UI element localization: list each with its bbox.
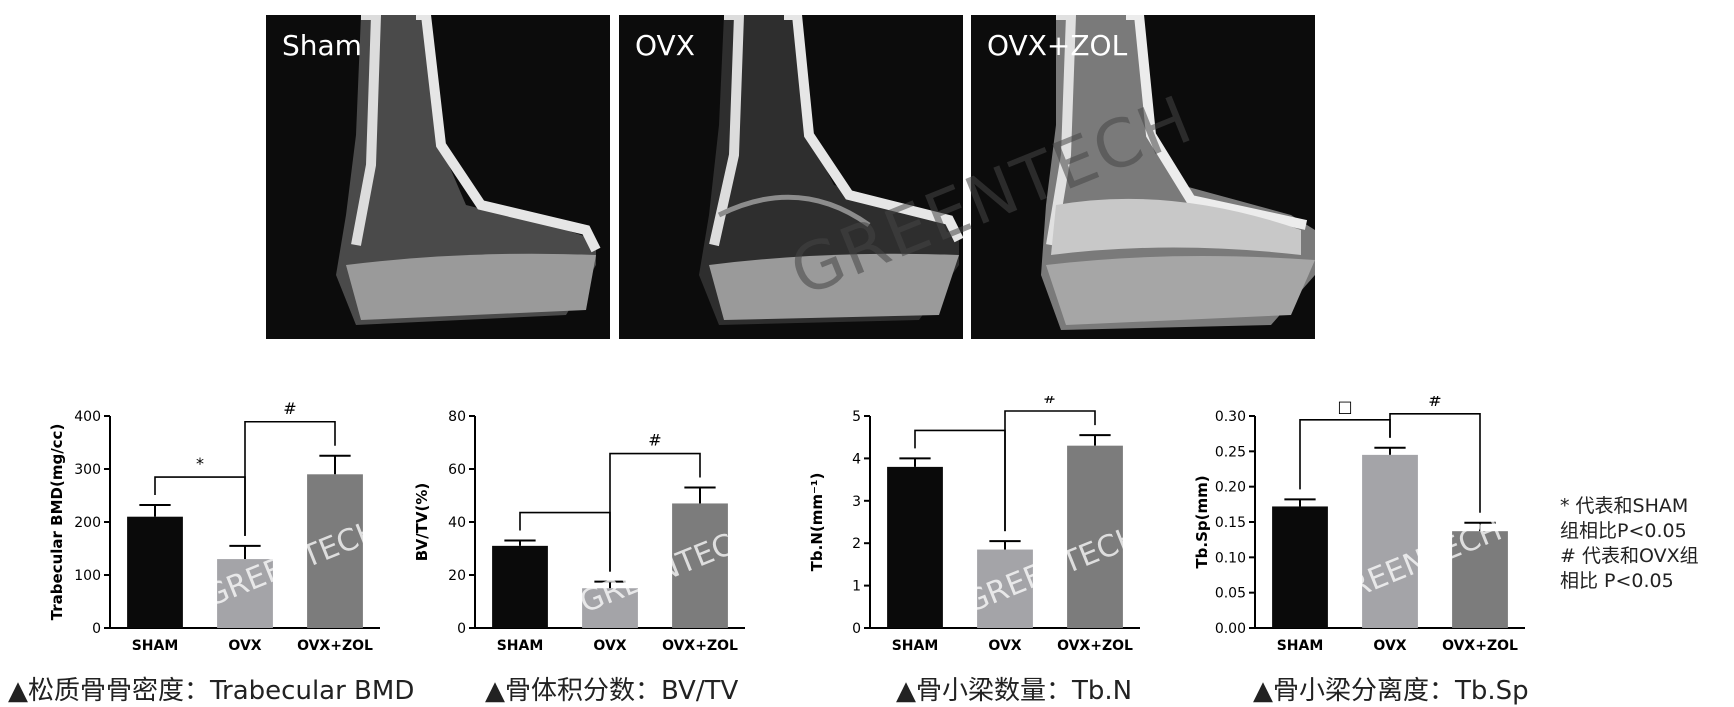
y-axis-label: Tb.N(mm⁻¹) xyxy=(808,473,826,572)
y-tick-label: 0 xyxy=(92,621,101,637)
bar-sham xyxy=(127,516,183,628)
chart-trabecular-bmd: 0 100 200 300 400 Trabecular BMD(mg/cc) SHAM OV… xyxy=(48,399,380,654)
x-tick-label: OVX xyxy=(988,638,1021,654)
x-tick-label: OVX+ZOL xyxy=(297,638,373,654)
y-axis-label: Trabecular BMD(mg/cc) xyxy=(48,424,66,621)
legend-line-2: 组相比P<0.05 xyxy=(1560,520,1687,542)
y-tick-label: 80 xyxy=(448,409,466,425)
y-axis-label: BV/TV(%) xyxy=(413,483,431,562)
y-tick-label: 100 xyxy=(74,568,101,584)
chart-tb-n: 0 1 2 3 4 5 Tb.N(mm⁻¹) SHAM OVX OVX+ZOL # xyxy=(808,396,1140,654)
bone-image-ovx xyxy=(699,15,963,325)
panel-label-sham: Sham xyxy=(282,29,362,62)
chart-tb-sp: 0.00 0.05 0.10 0.15 0.20 0.25 0.30 Tb.Sp(mm) SHA… xyxy=(1193,396,1525,654)
caption-trabecular-bmd: ▲松质骨骨密度：Trabecular BMD xyxy=(8,676,415,706)
y-tick-label: 0.05 xyxy=(1215,586,1246,602)
y-tick-label: 0.10 xyxy=(1215,550,1246,566)
micro-panel-ovx: OVX xyxy=(619,15,963,339)
x-tick-label: SHAM xyxy=(892,638,939,654)
y-tick-label: 0 xyxy=(852,621,861,637)
x-tick-label: OVX+ZOL xyxy=(662,638,738,654)
y-tick-label: 0.20 xyxy=(1215,480,1246,496)
bar-sham xyxy=(887,466,943,628)
significance-symbol: # xyxy=(1043,396,1056,407)
legend-line-1: * 代表和SHAM xyxy=(1560,495,1689,517)
y-tick-label: 40 xyxy=(448,515,466,531)
panel-label-ovx-zol: OVX+ZOL xyxy=(987,29,1128,62)
bar-ovx xyxy=(582,588,638,628)
y-tick-label: 60 xyxy=(448,462,466,478)
y-tick-label: 0.25 xyxy=(1215,444,1246,460)
caption-tb-sp: ▲骨小梁分离度：Tb.Sp xyxy=(1253,676,1529,706)
y-tick-label: 200 xyxy=(74,515,101,531)
y-tick-label: 300 xyxy=(74,462,101,478)
x-tick-label: SHAM xyxy=(497,638,544,654)
significance-bracket xyxy=(609,452,701,572)
x-tick-label: OVX+ZOL xyxy=(1057,638,1133,654)
x-tick-label: SHAM xyxy=(132,638,179,654)
x-tick-label: OVX xyxy=(593,638,626,654)
panel-label-ovx: OVX xyxy=(635,29,695,62)
x-tick-label: OVX xyxy=(228,638,261,654)
significance-symbol: # xyxy=(283,399,296,418)
bar-sham xyxy=(1272,506,1328,628)
y-tick-label: 20 xyxy=(448,568,466,584)
bar-sham xyxy=(492,545,548,628)
bar-ovx xyxy=(1362,454,1418,628)
significance-symbol: # xyxy=(648,431,661,450)
y-tick-label: 2 xyxy=(852,536,861,552)
y-tick-label: 400 xyxy=(74,409,101,425)
y-tick-label: 0.30 xyxy=(1215,409,1246,425)
bone-image-sham xyxy=(336,15,601,325)
significance-legend: * 代表和SHAM 组相比P<0.05 # 代表和OVX组 相比 P<0.05 xyxy=(1560,494,1699,594)
bar-ovx xyxy=(217,559,273,628)
y-tick-label: 5 xyxy=(852,409,861,425)
y-tick-label: 0.00 xyxy=(1215,621,1246,637)
bar-ovx-zol xyxy=(1067,445,1123,628)
chart-bv-tv: 0 20 40 60 80 BV/TV(%) SHAM OVX OVX+ZOL # xyxy=(413,409,745,654)
y-tick-label: 4 xyxy=(852,451,861,467)
legend-line-3: # 代表和OVX组 xyxy=(1560,545,1699,567)
significance-symbol: # xyxy=(1428,396,1441,410)
bar-ovx xyxy=(977,549,1033,628)
caption-tb-n: ▲骨小梁数量：Tb.N xyxy=(896,676,1133,706)
bar-ovx-zol xyxy=(307,474,363,628)
significance-bracket xyxy=(244,420,336,536)
bar-ovx-zol xyxy=(1452,531,1508,628)
bar-ovx-zol xyxy=(672,503,728,628)
caption-bv-tv: ▲骨体积分数：BV/TV xyxy=(485,676,739,706)
significance-bracket xyxy=(1389,413,1481,513)
x-tick-label: OVX xyxy=(1373,638,1406,654)
y-tick-label: 0 xyxy=(457,621,466,637)
y-tick-label: 1 xyxy=(852,579,861,595)
micro-panel-ovx-zol: OVX+ZOL xyxy=(971,15,1315,339)
bone-image-ovx-zol xyxy=(1041,15,1315,330)
y-axis-label: Tb.Sp(mm) xyxy=(1193,475,1211,568)
y-tick-label: 0.15 xyxy=(1215,515,1246,531)
significance-symbol: □ xyxy=(1337,397,1352,416)
significance-bracket xyxy=(1004,410,1096,532)
significance-symbol: * xyxy=(196,454,204,473)
micro-panel-sham: Sham xyxy=(266,15,610,339)
legend-line-4: 相比 P<0.05 xyxy=(1560,570,1674,592)
x-tick-label: SHAM xyxy=(1277,638,1324,654)
y-tick-label: 3 xyxy=(852,494,861,510)
x-tick-label: OVX+ZOL xyxy=(1442,638,1518,654)
